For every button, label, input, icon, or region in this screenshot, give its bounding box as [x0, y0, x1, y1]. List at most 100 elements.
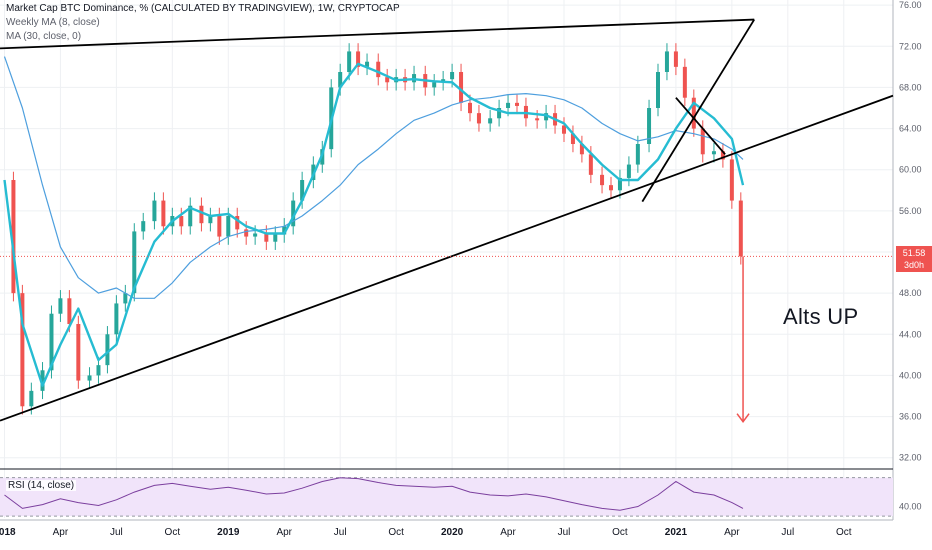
candle-body [609, 185, 613, 191]
candle-body [626, 164, 631, 178]
candle-body [673, 51, 678, 67]
rsi-line [4, 477, 744, 511]
trendline [0, 18, 755, 50]
candle-body [253, 233, 258, 237]
candle-body [300, 180, 305, 201]
candle-body [635, 144, 640, 165]
candle-body [600, 174, 605, 186]
x-tick-label: Oct [836, 527, 852, 538]
candle-body [570, 133, 575, 144]
rsi-label: RSI (14, close) [6, 480, 77, 491]
candle-body [11, 180, 16, 294]
candle-body [459, 72, 464, 103]
candle-body [476, 113, 481, 124]
x-tick-label: 2019 [217, 527, 240, 538]
candle-body [161, 200, 166, 227]
x-tick-label: Jul [781, 527, 794, 538]
candle-body [123, 293, 128, 304]
candle-body [432, 82, 437, 88]
x-tick-label: Apr [500, 527, 516, 538]
candle-body [356, 51, 361, 67]
candle-body [273, 234, 278, 242]
x-tick-label: Oct [388, 527, 404, 538]
candle-body [488, 118, 493, 124]
candle-body [682, 66, 687, 98]
candle-body [720, 151, 725, 160]
candle-body [244, 229, 249, 237]
x-tick-label: 2018 [0, 527, 16, 538]
x-tick-label: Apr [724, 527, 740, 538]
candle-body [105, 334, 110, 366]
candle-body [141, 221, 146, 232]
down-arrow-head [736, 413, 750, 423]
trendline [675, 97, 726, 155]
rsi-band [0, 477, 893, 517]
y-tick-label: 64.00 [899, 124, 922, 134]
y-tick-label: 44.00 [899, 329, 922, 339]
x-tick-label: Oct [612, 527, 628, 538]
candle-body [535, 118, 540, 121]
candle-body [20, 293, 25, 407]
candle-body [579, 144, 584, 155]
candle-body [114, 303, 119, 335]
candle-body [217, 216, 222, 237]
y-tick-label: 72.00 [899, 41, 922, 51]
candle-body [235, 216, 240, 230]
candle-body [29, 390, 34, 407]
candle-body [376, 61, 381, 78]
rsi-tick-label: 40.00 [899, 501, 922, 511]
candle-body [506, 102, 511, 108]
candle-body [87, 375, 92, 381]
candle-body [664, 51, 669, 72]
bar-countdown: 3d0h [903, 260, 925, 270]
x-tick-label: Apr [53, 527, 69, 538]
candle-body [264, 233, 269, 242]
candle-body [291, 200, 296, 227]
candle-body [49, 313, 54, 371]
y-tick-label: 40.00 [899, 370, 922, 380]
candle-body [347, 51, 352, 72]
legend-ma-fast: Weekly MA (8, close) [6, 17, 100, 28]
candle-body [385, 77, 390, 83]
chart-title: Market Cap BTC Dominance, % (CALCULATED … [6, 3, 400, 14]
candle-body [208, 216, 213, 224]
candle-body [700, 128, 705, 155]
x-tick-label: 2020 [441, 527, 464, 538]
candle-body [497, 108, 502, 119]
x-tick-label: Oct [165, 527, 181, 538]
candle-body [450, 72, 455, 80]
candle-body [179, 216, 184, 227]
y-tick-label: 76.00 [899, 0, 922, 10]
y-tick-label: 56.00 [899, 206, 922, 216]
candle-body [562, 125, 566, 134]
candle-body [588, 154, 593, 175]
x-tick-label: 2021 [665, 527, 688, 538]
candle-body [226, 216, 231, 237]
ma-slow-line [3, 56, 744, 299]
trendline [0, 94, 894, 422]
y-tick-label: 32.00 [899, 453, 922, 463]
candle-body [282, 226, 287, 235]
candle-body [647, 108, 652, 144]
current-price-badge: 51.58 3d0h [896, 246, 932, 272]
candle-body [711, 151, 716, 155]
y-tick-label: 60.00 [899, 165, 922, 175]
y-tick-label: 36.00 [899, 412, 922, 422]
current-price: 51.58 [902, 248, 926, 258]
candle-body [738, 200, 743, 257]
annotation-alts-up: Alts UP [783, 304, 859, 329]
trendline [641, 19, 756, 203]
x-tick-label: Apr [276, 527, 292, 538]
x-tick-label: Jul [558, 527, 571, 538]
candle-body [544, 113, 549, 121]
candle-body [656, 72, 660, 108]
x-tick-label: Jul [334, 527, 347, 538]
candle-body [338, 72, 343, 88]
candle-body [152, 200, 157, 222]
y-tick-label: 48.00 [899, 288, 922, 298]
y-tick-label: 68.00 [899, 82, 922, 92]
candle-body [67, 298, 72, 324]
candle-body [76, 324, 81, 381]
